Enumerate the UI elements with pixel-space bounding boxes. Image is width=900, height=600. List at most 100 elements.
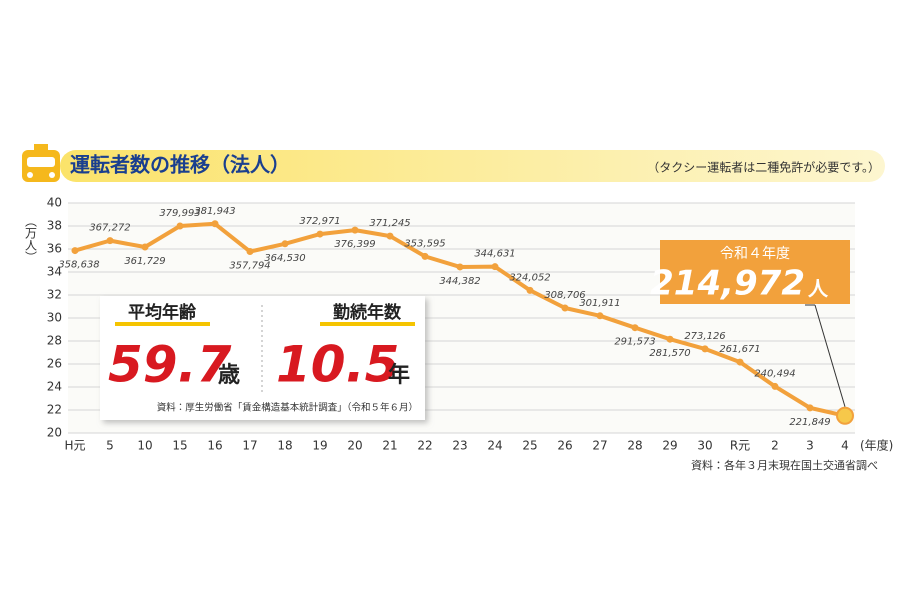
data-label: 364,530 [264,253,305,264]
x-tick-label: 2 [771,439,779,453]
data-label: 372,971 [299,216,340,227]
data-label: 381,943 [194,206,235,217]
point [771,382,779,390]
stats-source: 資料：厚生労働省「賃金構造基本統計調査」（令和５年６月） [157,402,418,414]
x-tick-label: 17 [242,439,257,453]
x-tick-label: 25 [522,439,537,453]
point [71,247,79,255]
x-tick-label: 19 [312,439,327,453]
callout-title: 令和４年度 [720,246,790,262]
stat-label: 平均年齢 [128,302,197,323]
point [141,243,149,251]
x-tick-label: 30 [697,439,712,453]
callout-unit: 人 [807,277,829,301]
x-tick-label: 23 [452,439,467,453]
data-label: 281,570 [649,348,690,359]
stat-label: 勤続年数 [333,302,402,323]
x-tick-label: 29 [662,439,677,453]
point [106,237,114,245]
stat-value: 59.7 [108,336,232,394]
taxi-icon [22,144,60,182]
data-label: 358,638 [58,260,99,271]
point [211,220,219,228]
point [491,263,499,271]
x-tick-label: 4 [841,439,849,453]
x-tick-label: 27 [592,439,607,453]
x-tick-label: 3 [806,439,814,453]
data-label: 240,494 [754,368,795,379]
y-tick-label: 22 [47,403,62,417]
x-tick-label: R元 [730,439,750,453]
data-label: 367,272 [89,223,130,234]
point [701,345,709,353]
source: 資料：各年３月末現在国土交通省調べ [691,458,878,472]
point [176,222,184,230]
header-bar [60,150,885,182]
x-tick-label: 21 [382,439,397,453]
stat-value: 10.5 [276,336,399,394]
point [316,230,324,238]
data-label: 361,729 [124,256,165,267]
point [246,248,254,256]
data-label: 357,794 [229,261,270,272]
data-label: 371,245 [369,218,410,229]
point [806,404,814,412]
point [386,232,394,240]
point [421,252,429,260]
data-label: 261,671 [719,344,760,355]
y-tick-label: 32 [47,288,62,302]
y-tick-label: 26 [47,357,62,371]
data-label: 353,595 [404,238,445,249]
point [666,335,674,343]
x-tick-label: 16 [207,439,222,453]
y-tick-label: 34 [47,265,62,279]
title: 運転者数の推移（法人） [70,153,290,177]
callout-pointer [814,304,846,407]
y-tick-label: 30 [47,311,62,325]
x-unit: (年度) [860,439,893,453]
x-tick-label: 10 [137,439,152,453]
point [596,312,604,320]
data-label: 376,399 [334,239,375,250]
point [736,358,744,366]
stat-unit: 歳 [218,363,240,388]
x-tick-label: 24 [487,439,502,453]
data-label: 344,631 [474,249,515,260]
x-tick-label: 18 [277,439,292,453]
y-tick-label: 28 [47,334,62,348]
y-tick-label: 40 [47,196,62,210]
callout-box [660,240,850,304]
data-label: 379,993 [159,208,200,219]
data-label: 308,706 [544,290,585,301]
y-tick-label: 20 [47,426,62,440]
data-label: 301,911 [579,298,620,309]
note: （タクシー運転者は二種免許が必要です。） [647,160,880,175]
x-tick-label: 20 [347,439,362,453]
callout-value: 214,972 [650,264,805,304]
x-tick-label: H元 [64,439,85,453]
data-label: 324,052 [509,272,550,283]
y-axis-label: （万人） [24,215,38,263]
y-tick-label: 38 [47,219,62,233]
point [526,286,534,294]
x-tick-label: 5 [106,439,114,453]
data-label: 273,126 [684,331,725,342]
point [561,304,569,312]
data-label: 221,849 [789,417,830,428]
endpoint-marker [836,406,854,425]
x-tick-label: 22 [417,439,432,453]
y-tick-label: 24 [47,380,62,394]
point [631,324,639,332]
x-tick-label: 26 [557,439,572,453]
data-label: 344,382 [439,276,480,287]
stats-box: 平均年齢 勤続年数 59.7 歳 10.5 年 資料：厚生労働省「賃金構造基本統… [100,296,425,420]
point [456,263,464,271]
x-tick-label: 15 [172,439,187,453]
stat-unit: 年 [388,362,410,388]
data-label: 291,573 [614,337,655,348]
y-tick-label: 36 [47,242,62,256]
point [281,240,289,248]
point [351,226,359,234]
